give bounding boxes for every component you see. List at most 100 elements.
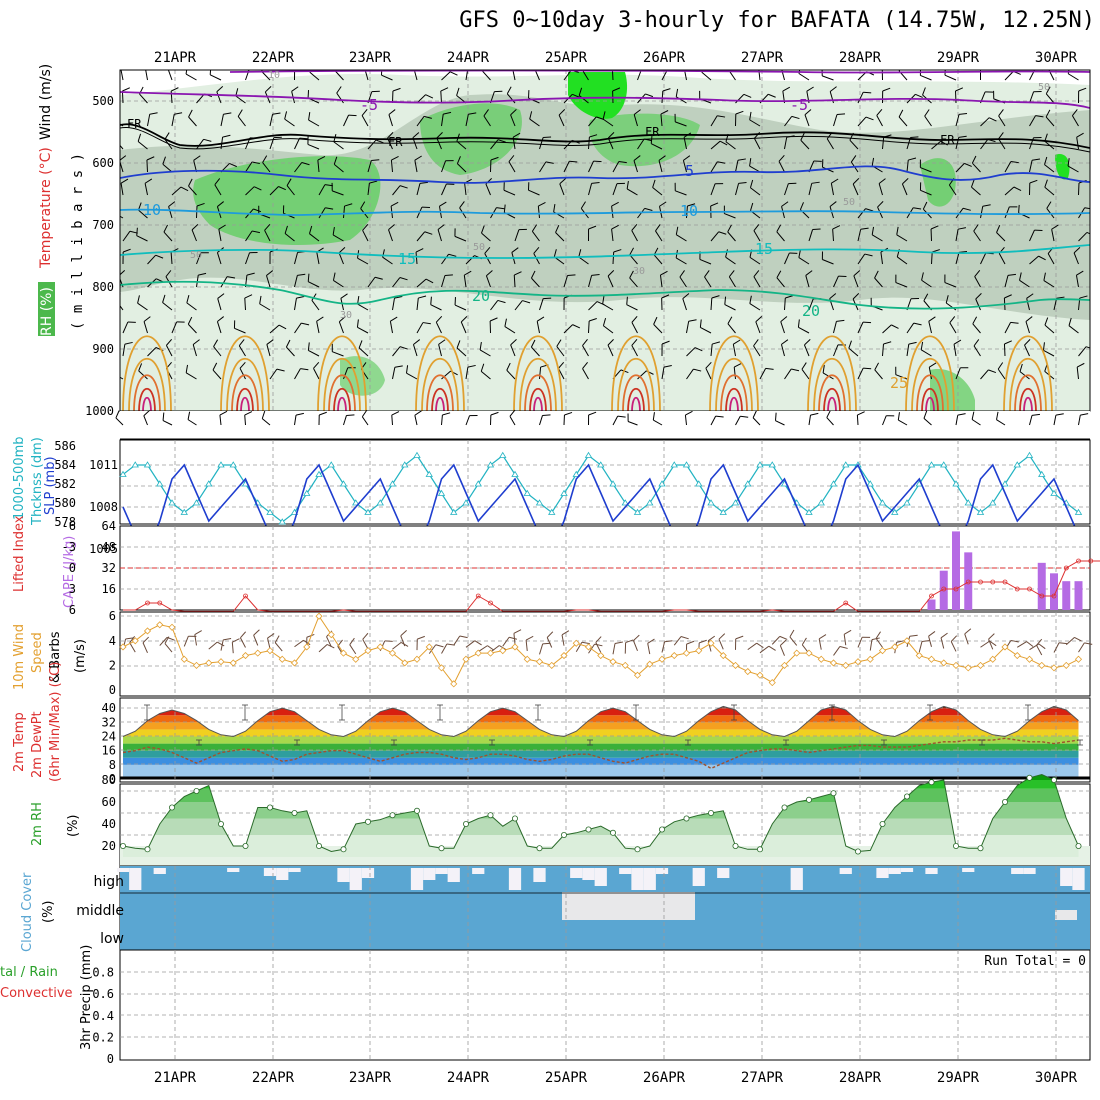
wind-barb [980, 640, 990, 648]
wind-barb [480, 363, 485, 372]
wind-barb [784, 116, 793, 127]
wind-barb [897, 256, 908, 265]
wind-barb [149, 112, 158, 115]
wind-barb [479, 341, 482, 351]
wind-barb [251, 230, 261, 234]
li-point [145, 600, 150, 606]
wind-barb [120, 215, 124, 219]
wind-barb [753, 345, 761, 357]
wind-barb [300, 368, 309, 371]
wind-barb [973, 339, 980, 347]
wind-barb [771, 636, 781, 645]
cape-bar [1037, 562, 1046, 610]
wind-barb [944, 74, 957, 81]
wind-barb [180, 186, 189, 192]
thickness-point [425, 470, 433, 477]
wind-barb [483, 115, 491, 127]
thickness-point [192, 499, 201, 506]
li-point [1039, 593, 1045, 599]
wind-barb [468, 66, 476, 68]
y-tick-label: 600 [92, 156, 114, 170]
wind-barb [465, 255, 475, 265]
wind-barb [338, 321, 344, 334]
wind-barb [129, 230, 138, 234]
wind-barb [113, 112, 115, 120]
wind-barb [223, 638, 232, 641]
wind-barb [165, 345, 173, 357]
wind-barb [484, 247, 491, 254]
wind-barb [295, 412, 304, 416]
wind-barb [588, 225, 597, 230]
wind-barb [406, 372, 418, 380]
wind-barb [485, 275, 491, 288]
wind-speed-point [744, 667, 752, 676]
temp-contour [911, 357, 949, 411]
wind-speed-point [168, 623, 176, 631]
wind-barb [120, 155, 127, 161]
wind-barb [444, 274, 453, 276]
cloud-high-gap [349, 868, 362, 890]
wind-barb [267, 637, 271, 649]
wind-barb [1076, 362, 1085, 368]
wind-speed-point [413, 655, 421, 663]
y-tick-label: 16 [102, 582, 116, 596]
y-tick-label: 64 [102, 519, 116, 533]
wind-barb [853, 270, 861, 277]
wind-barb [1073, 247, 1081, 254]
wind-barb [326, 636, 332, 647]
wind-barb [875, 638, 883, 648]
rh-point [830, 790, 837, 797]
wind-speed-point [621, 661, 629, 669]
wind-barb [913, 322, 922, 326]
wind-barb [392, 87, 401, 92]
temp-contour [529, 388, 547, 411]
wind-barb [856, 414, 859, 426]
y-tick-label: 0 [69, 561, 76, 575]
wind-barb [660, 110, 669, 115]
rh-point [1051, 777, 1058, 784]
wind-barb [839, 645, 848, 649]
thickness-point [1050, 489, 1058, 496]
isotherms [120, 70, 1090, 310]
wind-barb [441, 414, 443, 426]
wind-barb [510, 339, 517, 346]
wind-barb [971, 419, 981, 426]
wind-barb [804, 114, 810, 127]
wind-barb [361, 115, 369, 127]
wind-barb [485, 183, 491, 196]
temperature-humps [122, 335, 1053, 411]
rh-point [928, 779, 935, 786]
temp-contour [317, 335, 367, 411]
wind-barb [683, 155, 691, 161]
wind-barb [578, 95, 589, 104]
wind-barb [244, 411, 253, 416]
wind-barb [602, 295, 605, 304]
wind-barb [633, 634, 640, 641]
thickness-point [1025, 451, 1034, 458]
wind-barb [833, 275, 839, 288]
wind-speed-point [560, 651, 568, 660]
thickness-point [707, 499, 715, 506]
wind-barb [539, 367, 542, 380]
temp-contour [827, 396, 837, 411]
wind-barb [631, 322, 638, 334]
rh-label: 50 [1038, 82, 1050, 93]
wind-barb [316, 252, 320, 265]
wind-barb [296, 296, 305, 299]
wind-barb [239, 368, 246, 380]
wind-barb [1073, 252, 1079, 265]
wind-barb [1038, 255, 1046, 261]
wind-barb [266, 275, 271, 288]
rh-point [487, 812, 494, 819]
wind-barb [441, 275, 446, 288]
wind-barb [717, 161, 726, 164]
panel6-ylabel-b: (%) [66, 815, 81, 838]
wind-barb [163, 231, 173, 242]
wind-barb [171, 321, 178, 334]
wind-barb [510, 114, 516, 127]
wind-barb [996, 419, 1006, 426]
li-point [965, 579, 971, 585]
temp-contour [128, 357, 166, 411]
wind-barb [719, 140, 728, 146]
wind-barb [301, 162, 310, 166]
